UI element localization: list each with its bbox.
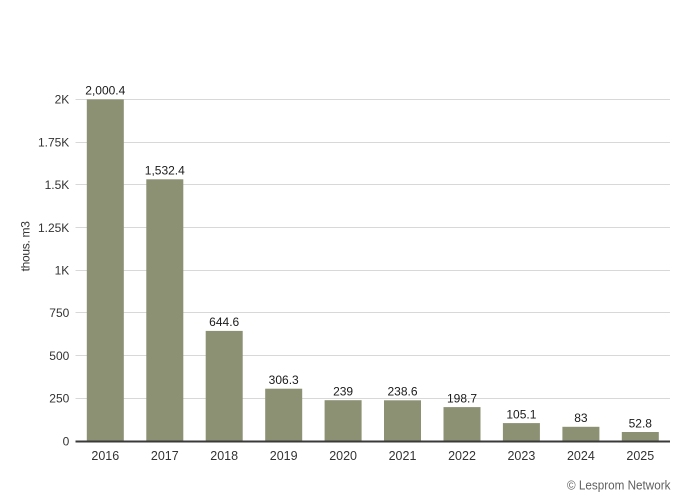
svg-text:239: 239 xyxy=(333,385,353,399)
svg-text:2021: 2021 xyxy=(389,449,417,463)
svg-text:0: 0 xyxy=(63,435,70,449)
svg-text:2024: 2024 xyxy=(567,449,595,463)
svg-text:2016: 2016 xyxy=(91,449,119,463)
svg-text:2017: 2017 xyxy=(151,449,179,463)
svg-text:© Lesprom Network: © Lesprom Network xyxy=(567,477,671,492)
svg-text:52.8: 52.8 xyxy=(629,416,653,430)
svg-text:500: 500 xyxy=(49,349,69,363)
svg-text:1K: 1K xyxy=(55,264,70,278)
svg-text:83: 83 xyxy=(574,411,588,425)
svg-text:2020: 2020 xyxy=(329,449,357,463)
svg-text:306.3: 306.3 xyxy=(269,373,299,387)
svg-text:1.75K: 1.75K xyxy=(38,135,69,149)
svg-text:thous. m3: thous. m3 xyxy=(19,221,33,272)
svg-text:2022: 2022 xyxy=(448,449,476,463)
svg-text:198.7: 198.7 xyxy=(447,391,477,405)
svg-text:1.25K: 1.25K xyxy=(38,221,69,235)
svg-text:2,000.4: 2,000.4 xyxy=(85,84,125,98)
svg-text:2025: 2025 xyxy=(626,449,654,463)
svg-text:2023: 2023 xyxy=(507,449,535,463)
svg-text:2018: 2018 xyxy=(210,449,238,463)
svg-text:250: 250 xyxy=(49,392,69,406)
svg-text:238.6: 238.6 xyxy=(387,385,417,399)
svg-text:1.5K: 1.5K xyxy=(45,178,70,192)
svg-text:1,532.4: 1,532.4 xyxy=(145,164,185,178)
svg-text:750: 750 xyxy=(49,306,69,320)
svg-text:2K: 2K xyxy=(55,93,70,107)
svg-text:2019: 2019 xyxy=(270,449,298,463)
svg-text:105.1: 105.1 xyxy=(506,407,536,421)
svg-text:644.6: 644.6 xyxy=(209,315,239,329)
